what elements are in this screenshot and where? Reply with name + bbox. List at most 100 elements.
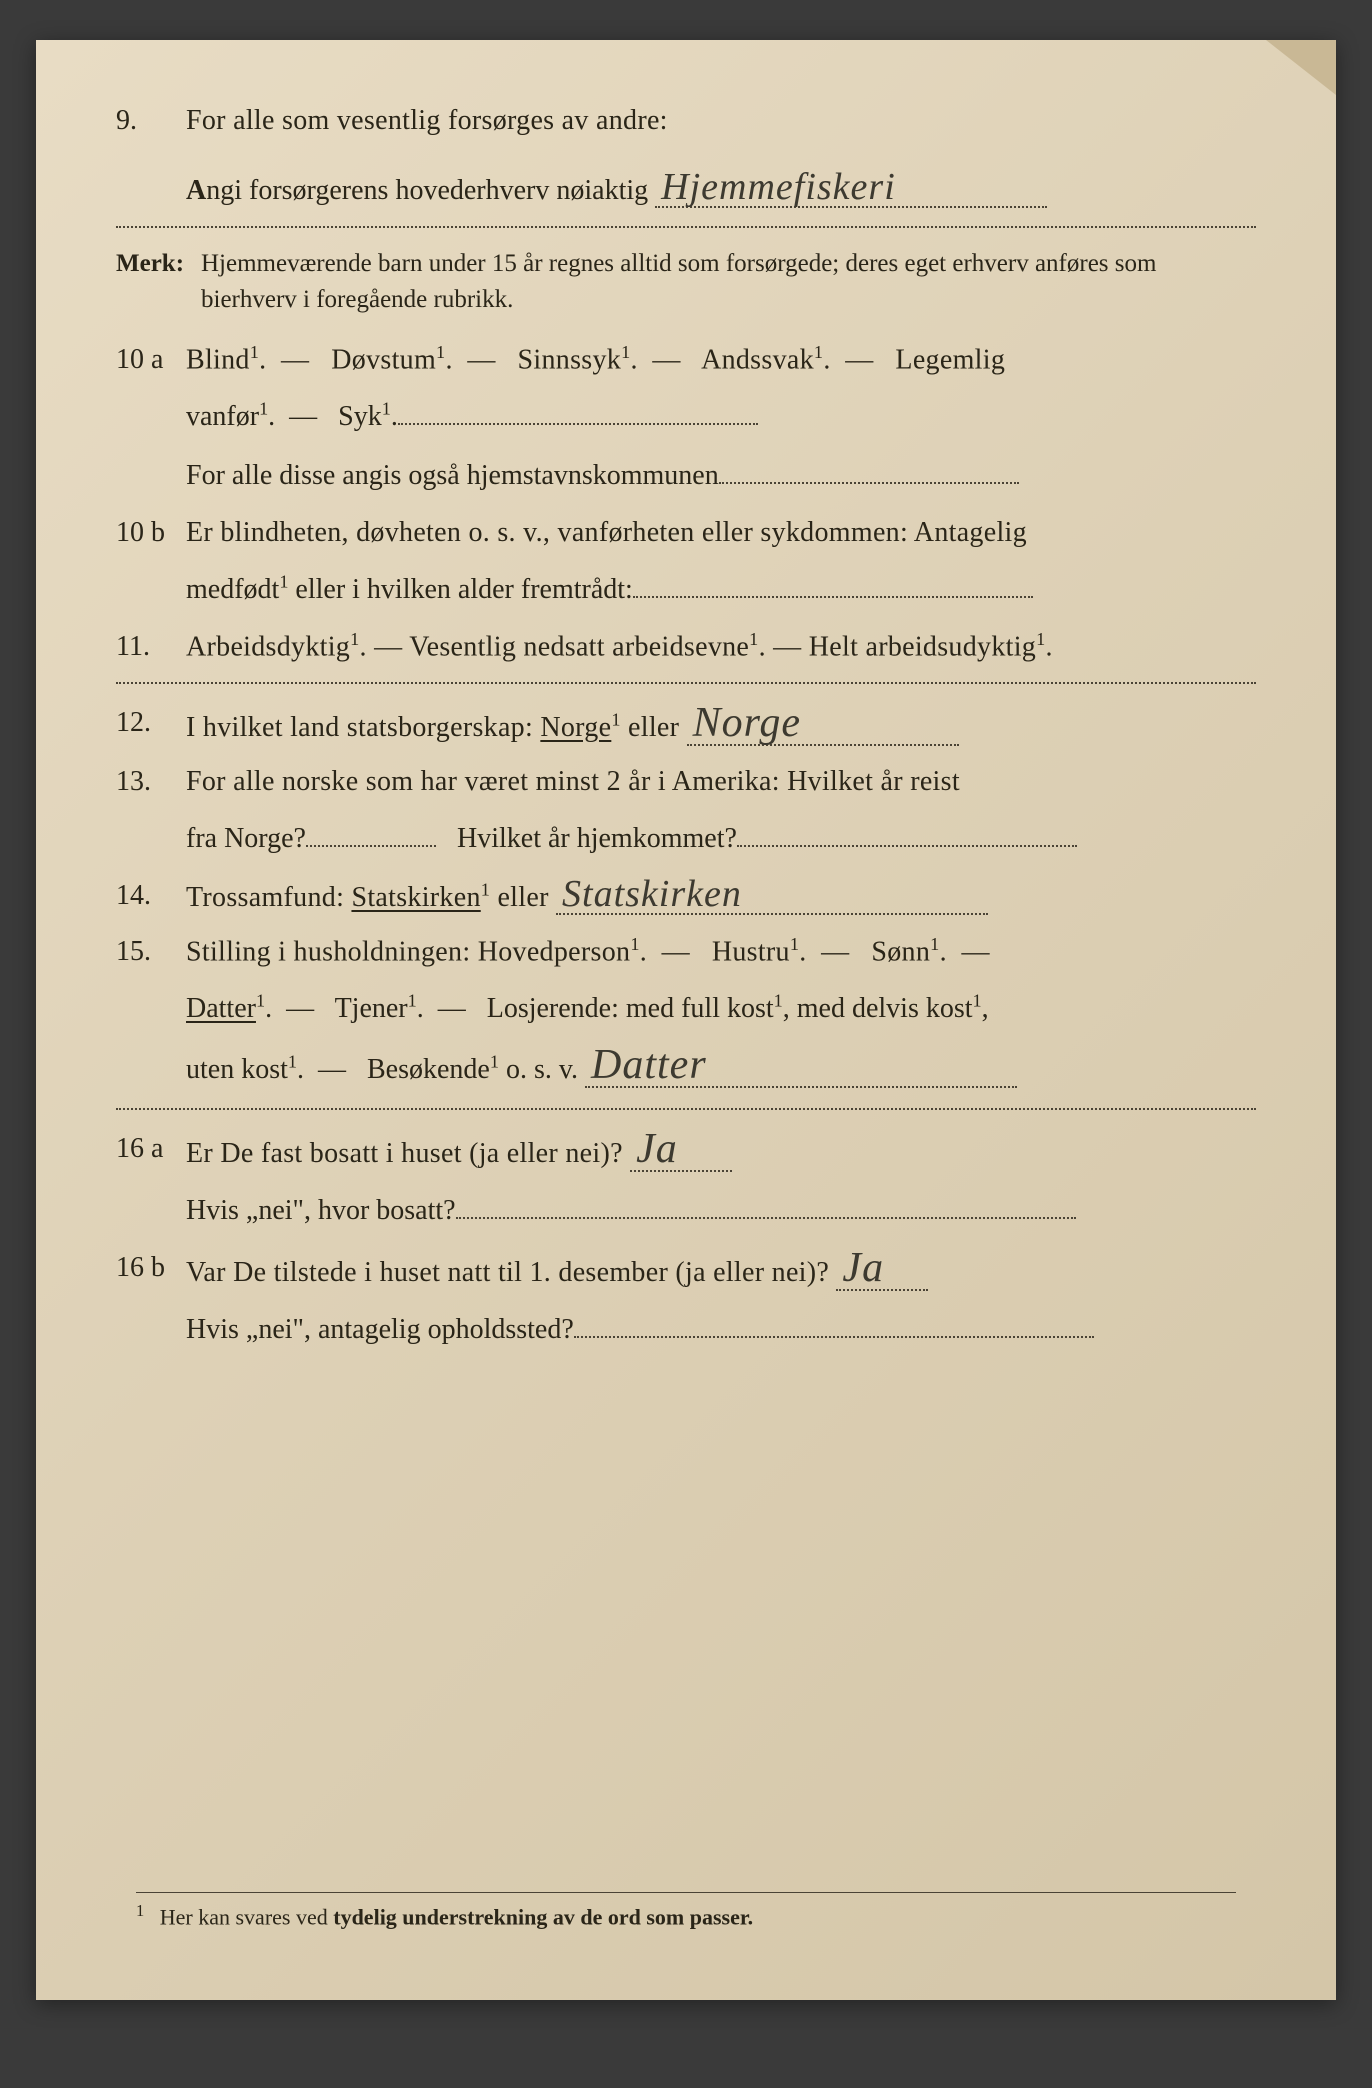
blank[interactable]	[456, 1189, 1076, 1219]
sup: 1	[1036, 629, 1045, 649]
q12-answer[interactable]: Norge	[687, 702, 959, 746]
sup: 1	[350, 629, 359, 649]
question-15: 15. Stilling i husholdningen: Hovedperso…	[116, 931, 1256, 973]
q10a-line3-text: For alle disse angis også hjemstavnskomm…	[186, 460, 719, 491]
q13-line2: fra Norge? Hvilket år hjemkommet?	[116, 815, 1256, 863]
q11-a: Arbeidsdyktig	[186, 631, 350, 662]
sup: 1	[611, 710, 620, 730]
q10b-line2: medfødt1 eller i hvilken alder fremtrådt…	[116, 566, 1256, 614]
divider	[116, 682, 1256, 684]
blank[interactable]	[574, 1308, 1094, 1338]
q15-uten: uten kost	[186, 1054, 288, 1085]
question-13: 13. For alle norske som har været minst …	[116, 761, 1256, 803]
footnote-num: 1	[136, 1901, 144, 1920]
blank[interactable]	[737, 817, 1077, 847]
q15-osv: o. s. v.	[499, 1054, 578, 1085]
q10a-blind: Blind	[186, 344, 250, 375]
sup: 1	[630, 934, 639, 954]
q12-prefix: I hvilket land statsborgerskap:	[186, 712, 540, 743]
divider	[116, 1108, 1256, 1110]
q10a-syk: Syk	[338, 401, 382, 432]
footnote-b: tydelig understrekning av de ord som pas…	[333, 1904, 753, 1929]
q15-datter: Datter	[186, 993, 256, 1024]
q10a-vanfor: vanfør	[186, 401, 259, 432]
q10a-dovstum: Døvstum	[331, 344, 436, 375]
q16a-number: 16 a	[116, 1128, 186, 1175]
q10b-number: 10 b	[116, 512, 186, 554]
sup: 1	[259, 399, 268, 419]
q15-number: 15.	[116, 931, 186, 973]
q9-answer[interactable]: Hjemmefiskeri	[655, 168, 1047, 208]
question-10b: 10 b Er blindheten, døvheten o. s. v., v…	[116, 512, 1256, 554]
q14-number: 14.	[116, 875, 186, 919]
sup: 1	[382, 399, 391, 419]
q10a-number: 10 a	[116, 339, 186, 381]
q10b-medfodt: medfødt	[186, 574, 279, 605]
q15-answer[interactable]: Datter	[585, 1044, 1017, 1088]
q16b-q: Var De tilstede i huset natt til 1. dese…	[186, 1257, 829, 1288]
blank[interactable]	[633, 568, 1033, 598]
q15-tjener: Tjener	[335, 993, 408, 1024]
q13-line1: For alle norske som har været minst 2 år…	[186, 761, 1256, 803]
q15-besok: Besøkende	[367, 1054, 490, 1085]
footnote-a: Her kan svares ved	[160, 1904, 334, 1929]
q16a-answer[interactable]: Ja	[630, 1128, 732, 1172]
sup: 1	[814, 342, 823, 362]
merk-label: Merk:	[116, 246, 201, 319]
question-14: 14. Trossamfund: Statskirken1 eller Stat…	[116, 875, 1256, 919]
sup: 1	[973, 991, 982, 1011]
q15-losj: Losjerende: med full kost	[487, 993, 774, 1024]
q15-hoved: Stilling i husholdningen: Hovedperson	[186, 936, 630, 967]
q9-line2: Angi forsørgerens hovederhverv nøiaktig …	[116, 168, 1256, 208]
q13-number: 13.	[116, 761, 186, 803]
q9-number: 9.	[116, 100, 186, 142]
sup: 1	[930, 934, 939, 954]
q12-eller: eller	[621, 712, 680, 743]
q9-line1: For alle som vesentlig forsørges av andr…	[186, 100, 1256, 142]
q9-rest: ngi forsørgerens hovederhverv nøiaktig	[206, 175, 648, 206]
q16b-answer[interactable]: Ja	[836, 1247, 928, 1291]
q11-text: Arbeidsdyktig1. — Vesentlig nedsatt arbe…	[186, 626, 1256, 668]
sup: 1	[481, 879, 490, 899]
q12-norge: Norge	[540, 712, 611, 743]
sup: 1	[436, 342, 445, 362]
q11-c: Helt arbeidsudyktig	[809, 631, 1036, 662]
q15-line3: uten kost1. — Besøkende1 o. s. v. Datter	[116, 1044, 1256, 1094]
q14-eller: eller	[490, 882, 549, 913]
sup: 1	[621, 342, 630, 362]
q16a-q: Er De fast bosatt i huset (ja eller nei)…	[186, 1138, 623, 1169]
q15-hustru: Hustru	[712, 936, 790, 967]
q13-fra: fra Norge?	[186, 823, 306, 854]
q16b-text: Var De tilstede i huset natt til 1. dese…	[186, 1247, 1256, 1294]
blank[interactable]	[719, 454, 1019, 484]
q10b-line1: Er blindheten, døvheten o. s. v., vanfør…	[186, 512, 1256, 554]
q11-number: 11.	[116, 626, 186, 668]
question-16b: 16 b Var De tilstede i huset natt til 1.…	[116, 1247, 1256, 1294]
q10a-line1: Blind1. — Døvstum1. — Sinnssyk1. — Andss…	[186, 339, 1256, 381]
question-12: 12. I hvilket land statsborgerskap: Norg…	[116, 702, 1256, 749]
q15-sonn: Sønn	[871, 936, 930, 967]
q12-text: I hvilket land statsborgerskap: Norge1 e…	[186, 702, 1256, 749]
q16b-nei: Hvis „nei", antagelig opholdssted?	[186, 1314, 574, 1345]
sup: 1	[250, 342, 259, 362]
q16a-text: Er De fast bosatt i huset (ja eller nei)…	[186, 1128, 1256, 1175]
census-form-page: 9. For alle som vesentlig forsørges av a…	[36, 40, 1336, 2000]
sup: 1	[288, 1052, 297, 1072]
q10a-andssvak: Andssvak	[701, 344, 814, 375]
footnote: 1 Her kan svares ved tydelig understrekn…	[136, 1892, 1236, 1930]
q10a-legemlig: Legemlig	[895, 344, 1005, 375]
q14-stats: Statskirken	[351, 882, 480, 913]
sup: 1	[790, 934, 799, 954]
q9-strong: A	[186, 175, 206, 206]
q14-text: Trossamfund: Statskirken1 eller Statskir…	[186, 875, 1256, 919]
q15-line1: Stilling i husholdningen: Hovedperson1. …	[186, 931, 1256, 973]
blank[interactable]	[398, 395, 758, 425]
q15-line2: Datter1. — Tjener1. — Losjerende: med fu…	[116, 985, 1256, 1033]
q16a-nei: Hvis „nei", hvor bosatt?	[186, 1195, 456, 1226]
question-16a: 16 a Er De fast bosatt i huset (ja eller…	[116, 1128, 1256, 1175]
q14-answer[interactable]: Statskirken	[556, 875, 988, 915]
question-11: 11. Arbeidsdyktig1. — Vesentlig nedsatt …	[116, 626, 1256, 668]
sup: 1	[490, 1052, 499, 1072]
blank[interactable]	[306, 817, 436, 847]
q11-b: Vesentlig nedsatt arbeidsevne	[409, 631, 749, 662]
